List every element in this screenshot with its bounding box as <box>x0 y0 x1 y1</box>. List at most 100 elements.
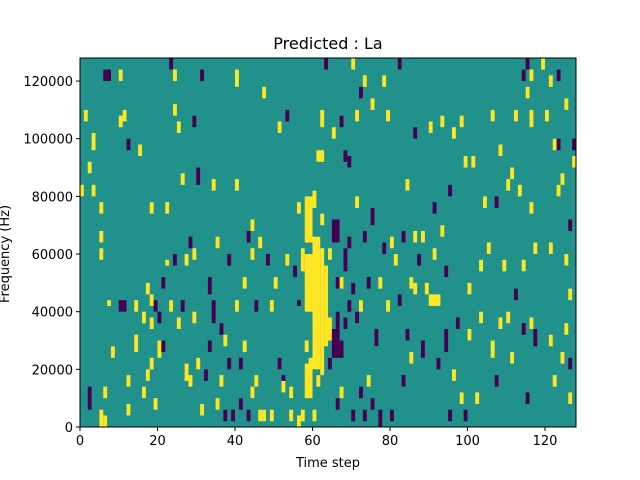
heatmap-cell <box>370 98 375 110</box>
heatmap-cell <box>242 340 247 353</box>
heatmap-cell <box>413 127 418 139</box>
heatmap-cell <box>169 58 174 70</box>
heatmap-cell <box>510 352 515 364</box>
heatmap-cell <box>390 236 394 249</box>
heatmap-cell <box>231 409 236 422</box>
heatmap-cell <box>242 277 247 289</box>
heatmap-cell <box>568 392 573 404</box>
heatmap-cell <box>339 277 344 289</box>
heatmap-cell <box>180 300 185 312</box>
heatmap-cell <box>331 219 340 243</box>
heatmap-cell <box>552 375 557 387</box>
heatmap-cell <box>87 386 92 410</box>
heatmap-cell <box>572 156 577 168</box>
heatmap-cell <box>138 144 143 157</box>
heatmap-cell <box>440 225 445 237</box>
heatmap-cell <box>196 167 201 185</box>
plot-frame <box>79 57 577 428</box>
heatmap-cell <box>196 357 201 370</box>
heatmap-cell <box>359 386 363 399</box>
heatmap-cell <box>347 156 352 168</box>
heatmap-cell <box>103 415 108 427</box>
heatmap-cell <box>335 311 340 329</box>
heatmap-cell <box>227 357 232 370</box>
heatmap-cell <box>297 202 301 214</box>
heatmap-cell <box>207 340 212 353</box>
heatmap-cell <box>424 282 429 295</box>
x-axis: 0 20 40 60 80 100 120 <box>76 427 557 449</box>
heatmap-cell <box>246 409 251 422</box>
heatmap-cell <box>188 375 193 387</box>
heatmap-cell <box>432 248 437 260</box>
heatmap-cell <box>184 254 189 266</box>
heatmap-cell <box>374 328 379 347</box>
heatmap-cell <box>475 392 480 404</box>
heatmap-cell <box>300 248 305 272</box>
heatmap-cell <box>134 300 139 312</box>
heatmap-cell <box>149 317 154 329</box>
heatmap-cell <box>502 259 507 272</box>
heatmap-cell <box>103 69 111 82</box>
heatmap-cell <box>564 323 569 335</box>
plot-area <box>79 57 577 428</box>
heatmap-cell <box>254 375 259 387</box>
heatmap-cell <box>525 58 530 70</box>
heatmap-cell <box>409 277 414 289</box>
heatmap-cell <box>448 409 453 422</box>
heatmap-cell <box>521 69 526 82</box>
heatmap-cell <box>498 144 503 157</box>
heatmap-cell <box>366 375 371 387</box>
heatmap-cell <box>289 386 294 399</box>
heatmap-cell <box>490 109 495 122</box>
y-tick-label: 20000 <box>32 363 73 378</box>
heatmap-cell <box>479 259 484 272</box>
x-tick-label: 20 <box>149 434 166 449</box>
heatmap-cell <box>297 300 301 306</box>
heatmap-cell <box>273 277 278 289</box>
heatmap-cell <box>529 69 534 82</box>
heatmap-cell <box>328 317 332 341</box>
heatmap-cell <box>149 294 154 306</box>
heatmap-cell <box>351 282 356 295</box>
heatmap-cell <box>343 248 348 272</box>
heatmap-cell <box>312 409 317 422</box>
heatmap-cell <box>459 115 464 128</box>
heatmap-cell <box>118 69 123 82</box>
heatmap-cell <box>335 398 340 410</box>
heatmap-cell <box>335 277 340 289</box>
heatmap-cell <box>413 282 418 295</box>
heatmap-cell <box>355 311 360 324</box>
heatmap-cell <box>413 230 418 243</box>
heatmap-cell <box>118 300 127 312</box>
heatmap-cell <box>506 179 511 191</box>
heatmap-cell <box>428 121 433 133</box>
heatmap-background <box>80 58 576 427</box>
heatmap-cell <box>514 288 518 301</box>
heatmap-cell <box>421 340 425 358</box>
heatmap-cell <box>556 184 561 197</box>
heatmap-cell <box>483 196 487 208</box>
heatmap-cell <box>246 230 251 243</box>
heatmap-cell <box>254 300 259 312</box>
heatmap-cell <box>192 248 197 260</box>
heatmap-cell <box>382 242 387 255</box>
heatmap-cell <box>467 328 472 341</box>
heatmap-cell <box>359 300 363 312</box>
heatmap-cell <box>235 300 239 312</box>
heatmap-cell <box>529 109 534 128</box>
heatmap-cell <box>262 409 267 422</box>
heatmap-cell <box>405 179 410 191</box>
heatmap-cell <box>320 109 325 128</box>
y-tick-label: 60000 <box>32 248 73 263</box>
heatmap-cell <box>324 58 329 70</box>
heatmap-cell <box>444 265 449 278</box>
heatmap-cell <box>277 357 282 370</box>
heatmap-cell <box>529 202 534 214</box>
heatmap-cell <box>223 409 228 422</box>
heatmap-cell <box>331 328 340 358</box>
heatmap-cell <box>176 121 181 133</box>
heatmap-cell <box>548 75 553 87</box>
heatmap-cell <box>188 236 193 249</box>
heatmap-cell <box>382 75 387 87</box>
heatmap-cell <box>285 109 290 122</box>
